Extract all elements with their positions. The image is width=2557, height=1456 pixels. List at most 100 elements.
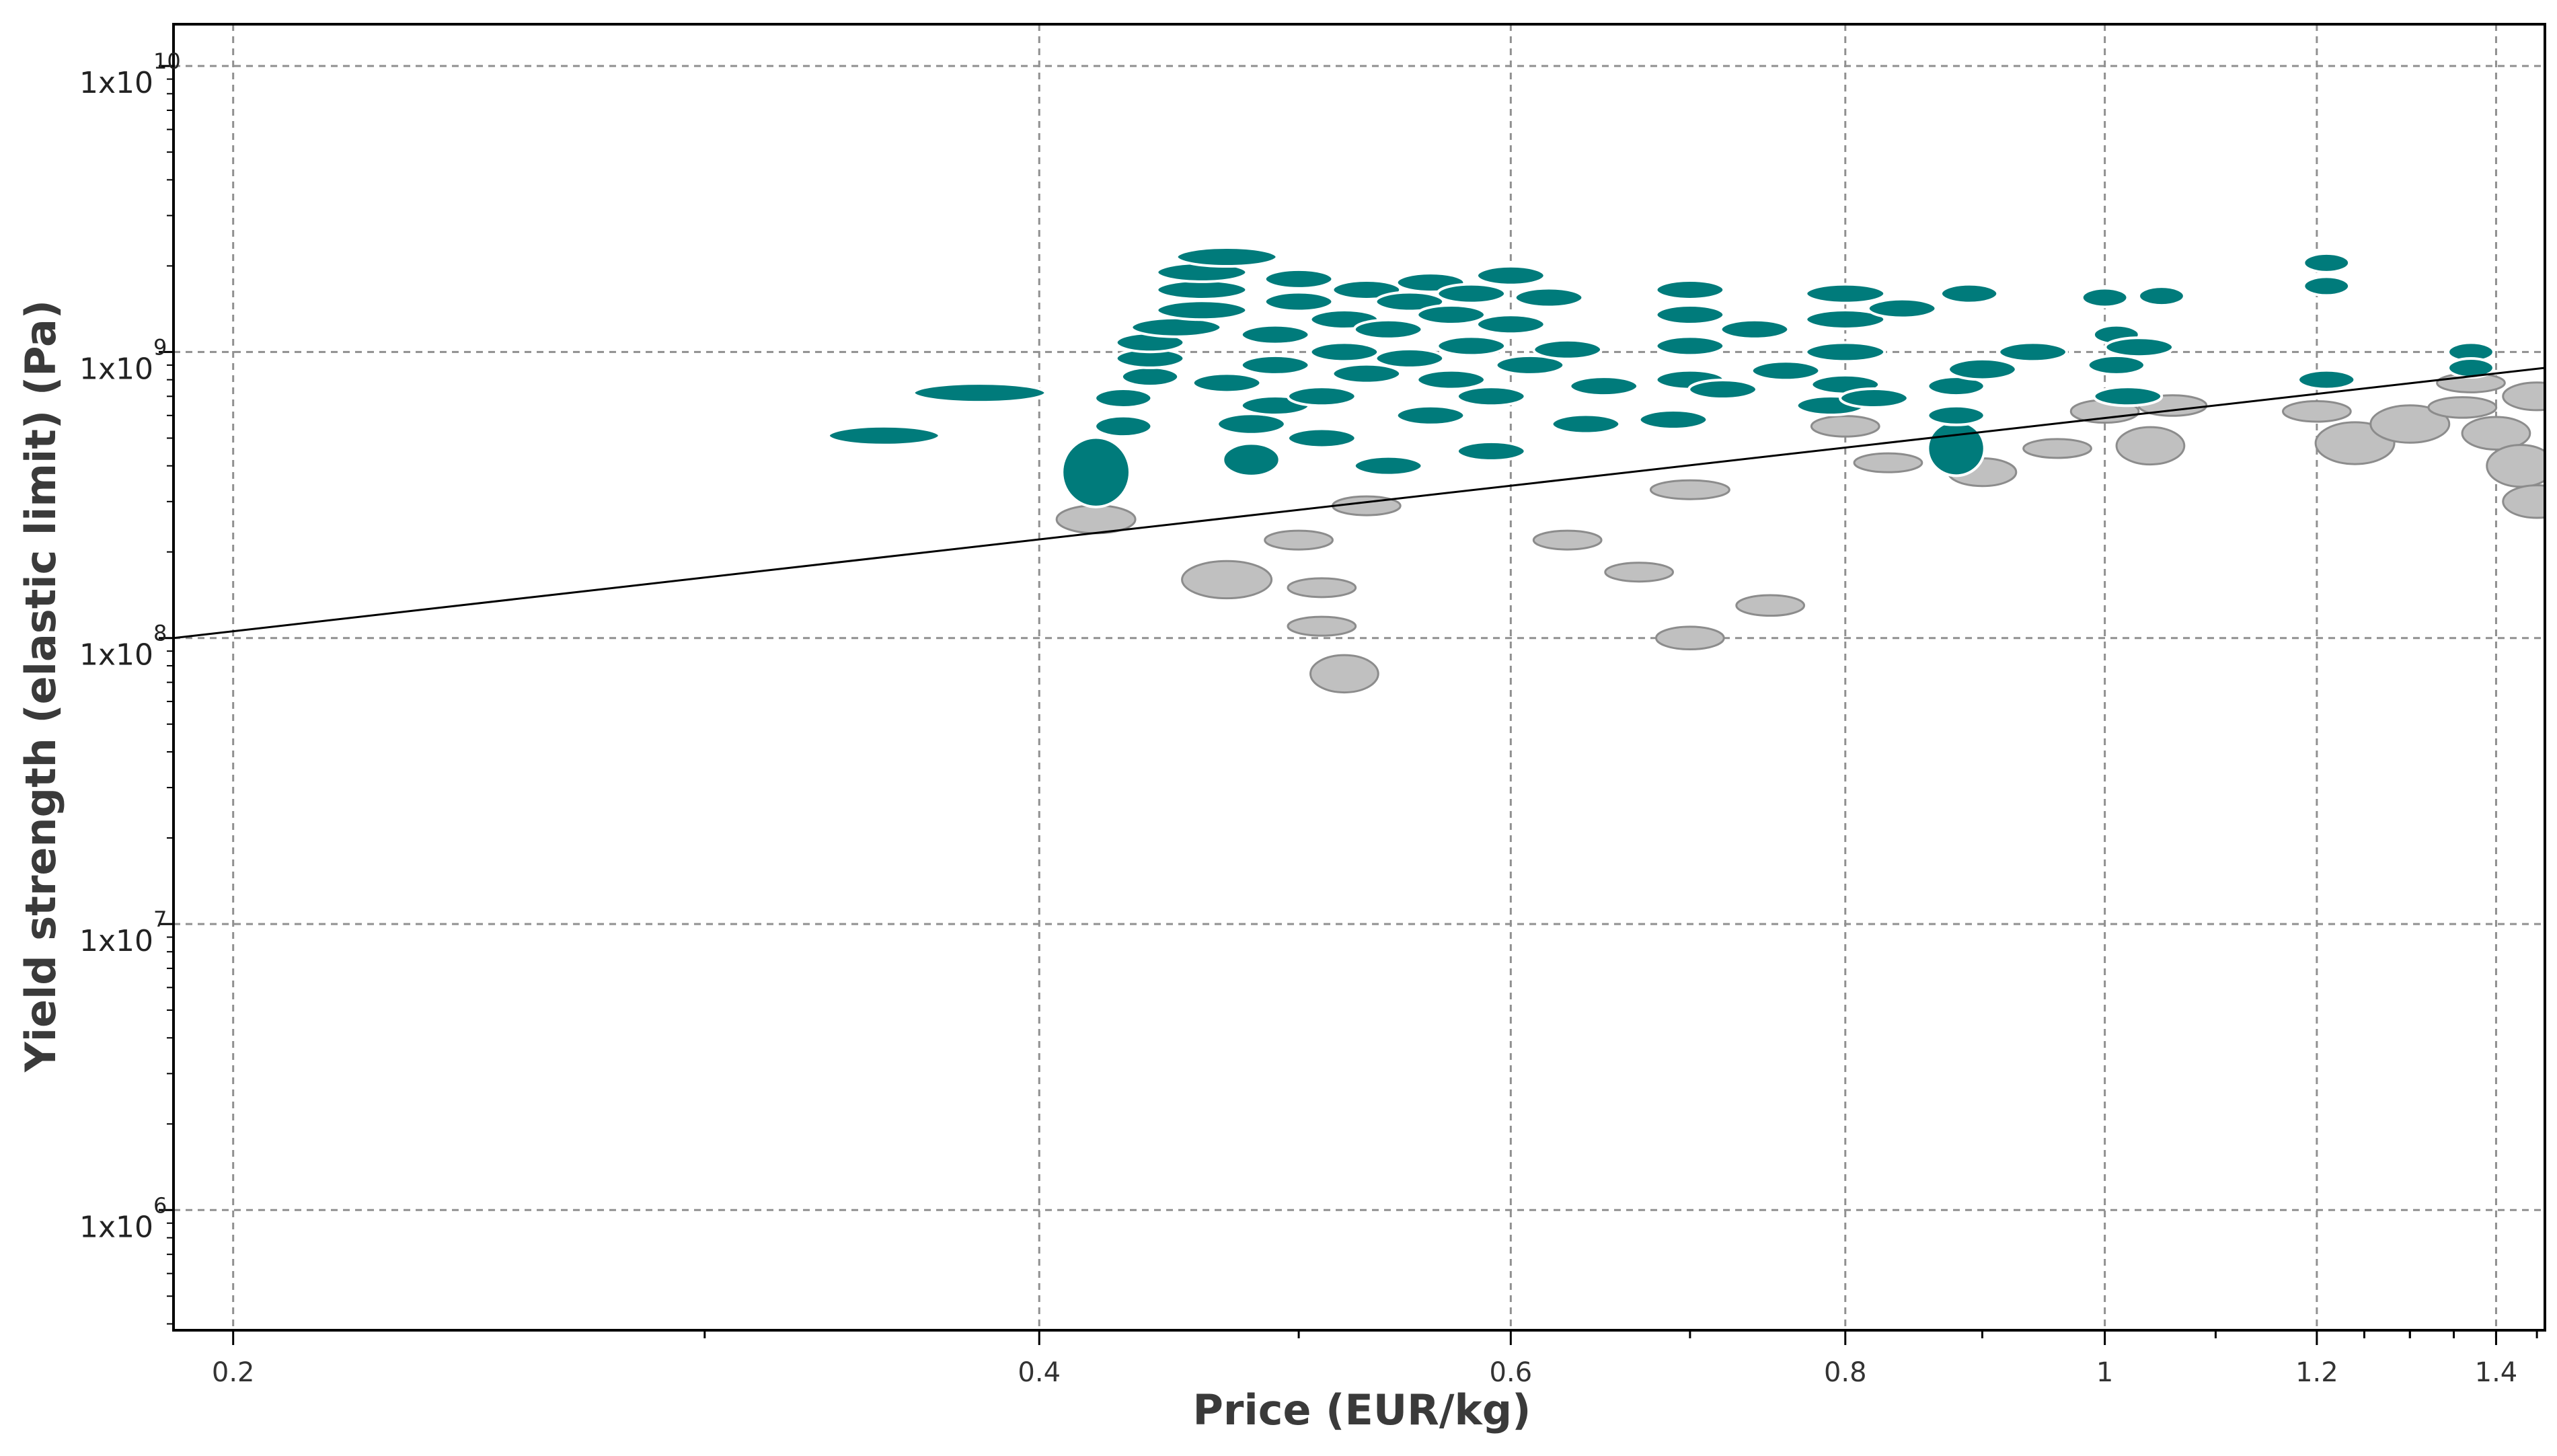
selected-material-bubble: [1416, 304, 1487, 326]
unselected-material-bubble: [1287, 577, 1357, 599]
selected-material-bubble: [1455, 385, 1527, 408]
selected-material-bubble: [1374, 291, 1445, 313]
selected-material-bubble: [1120, 366, 1180, 388]
selected-material-bubble: [2080, 286, 2129, 309]
unselected-material-bubble: [2282, 399, 2352, 423]
selected-material-bubble: [1416, 369, 1487, 391]
selected-material-bubble: [1094, 414, 1153, 438]
selection-guideline: [174, 367, 2545, 640]
unselected-material-bubble: [2115, 426, 2186, 466]
selected-material-bubble: [1475, 264, 1546, 286]
selected-material-bubble: [1216, 412, 1287, 436]
selected-material-bubble: [1395, 404, 1466, 426]
unselected-material-bubble: [2369, 404, 2451, 444]
unselected-material-bubble: [1309, 654, 1379, 694]
y-tick-label: 1x10: [79, 638, 153, 673]
y-tick-label: 1x10: [79, 1210, 153, 1244]
selected-material-bubble: [1494, 354, 1566, 376]
unselected-material-bubble: [1264, 529, 1334, 551]
plot-frame: [172, 23, 2546, 1332]
selected-material-bubble: [1568, 375, 1640, 397]
y-tick-label: 1x10: [79, 924, 153, 958]
unselected-material-bubble: [2022, 438, 2092, 459]
y-tick-exponent: 8: [153, 621, 167, 646]
tick-labels: 0.2 0.4 0.6 0.8 1 1.2 1.41x1061x1071x1081x1091…: [79, 48, 2517, 1388]
selected-material-bubble: [1352, 455, 1424, 477]
unselected-material-bubble: [1853, 452, 1923, 473]
selected-material-bubble: [1866, 297, 1938, 319]
selected-material-bubble: [1550, 413, 1621, 435]
selected-material-bubble: [1191, 372, 1262, 394]
selected-material-bubble: [1175, 246, 1278, 268]
selected-material-bubble: [1374, 347, 1445, 369]
selected-material-bubble: [1286, 385, 1357, 408]
selected-material-bubble: [827, 424, 941, 447]
selected-material-bubble: [1513, 286, 1585, 309]
selected-material-bubble: [1947, 357, 2018, 381]
selected-material-bubble: [1331, 362, 1402, 385]
unselected-material-bubble: [2502, 381, 2545, 412]
x-tick-label: 0.8: [1824, 1357, 1867, 1388]
x-tick-label: 0.2: [212, 1357, 255, 1388]
y-tick-exponent: 10: [153, 48, 181, 74]
x-tick-label: 1: [2096, 1357, 2113, 1388]
unselected-material-bubble: [1735, 594, 1806, 617]
y-tick-label: 1x10: [79, 352, 153, 386]
guideline-layer: [174, 367, 2545, 640]
selected-material-bubble: [1309, 341, 1380, 363]
selected-material-bubble: [1926, 404, 1986, 426]
selected-material-bubble: [1155, 278, 1248, 301]
selected-material-bubble: [1939, 282, 1999, 305]
y-tick-exponent: 7: [153, 907, 167, 932]
selected-material-bubble: [912, 382, 1047, 404]
selected-material-bubble: [1750, 360, 1821, 382]
x-tick-label: 0.6: [1490, 1357, 1533, 1388]
x-tick-label: 1.2: [2295, 1357, 2338, 1388]
selected-material-bubble: [2104, 336, 2175, 358]
selected-material-bubble: [1239, 354, 1311, 376]
unselected-material-bubble: [1287, 615, 1357, 637]
x-axis-title: Price (EUR/kg): [1192, 1385, 1531, 1434]
selected-material-bubble: [1286, 427, 1357, 449]
unselected-material-bubble: [1649, 479, 1730, 500]
selected-material-bubble: [2137, 285, 2186, 307]
selected-material-bubble: [1061, 436, 1131, 508]
selected-material-bubble: [1475, 313, 1546, 336]
selected-material-bubble: [2086, 354, 2147, 376]
selected-material-bubble: [1532, 338, 1603, 360]
selected-material-bubble: [1804, 282, 1886, 305]
unselected-material-bubble: [2461, 416, 2531, 451]
y-tick-exponent: 6: [153, 1192, 167, 1218]
unselected-material-bubble: [1532, 529, 1603, 551]
selected-material-bubble: [1436, 282, 1507, 305]
selected-material-bubble: [2302, 275, 2351, 297]
selected-material-bubble: [1263, 268, 1334, 290]
selected-material-bubble: [1926, 420, 1986, 477]
y-tick-label: 1x10: [79, 66, 153, 100]
selected-material-bubble: [1155, 299, 1248, 321]
selected-material-bubble: [1719, 318, 1790, 340]
selected-material-bubble: [2092, 385, 2164, 408]
y-axis-title: Yield strength (elastic limit) (Pa): [16, 300, 65, 1073]
unselected-material-bubble: [1604, 562, 1675, 583]
selected-material-bubble: [1352, 318, 1424, 340]
axis-ticks: [159, 65, 2538, 1345]
unselected-material-bubble: [1181, 560, 1273, 600]
unselected-material-bubble: [2502, 484, 2545, 519]
selected-material-bubble: [1839, 387, 1909, 409]
selected-material-bubble: [1436, 335, 1507, 357]
y-tick-exponent: 9: [153, 334, 167, 360]
selected-material-bubble: [1094, 387, 1153, 409]
selected-material-bubble: [1221, 442, 1281, 477]
selected-material-bubble: [1654, 304, 1726, 326]
selected-material-bubble: [1687, 379, 1758, 401]
unselected-material-bubble: [1810, 415, 1880, 438]
selected-material-bubble: [1804, 308, 1886, 330]
selected-material-bubble: [1654, 335, 1726, 357]
unselected-material-bubble: [2427, 396, 2498, 419]
selected-material-bubble: [1263, 291, 1334, 313]
selected-material-bubble: [1997, 341, 2069, 363]
selected-material-bubble: [1638, 409, 1709, 431]
